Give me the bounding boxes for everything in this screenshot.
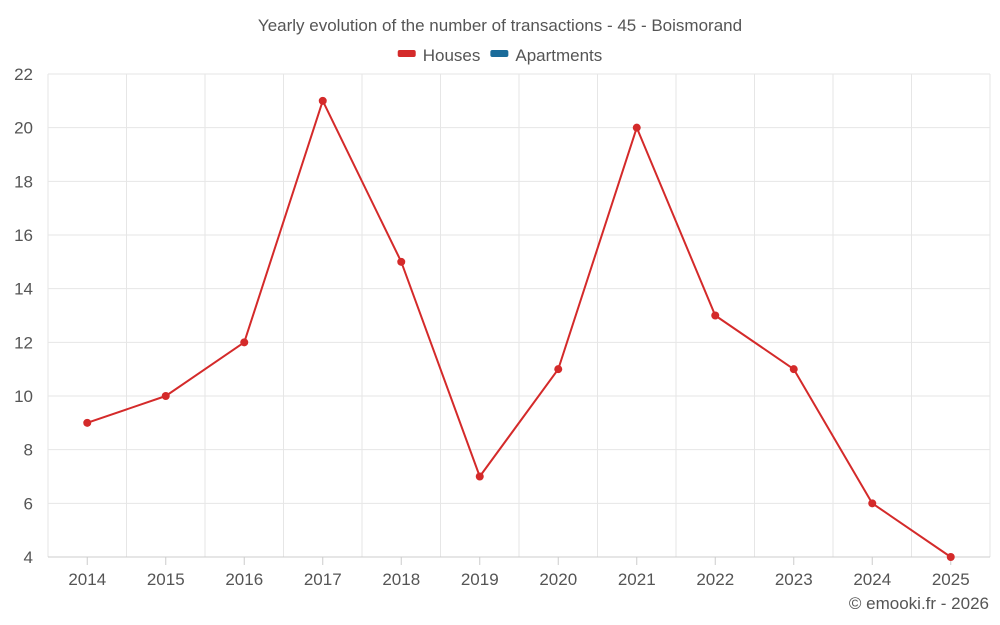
legend-item-apartments[interactable]: Apartments — [490, 46, 602, 65]
x-axis: 2014 2015 2016 2017 2018 2019 2020 2021 2022 2023… — [48, 556, 990, 589]
data-point[interactable] — [554, 365, 563, 374]
x-tick-label: 2021 — [618, 570, 656, 589]
x-tick-label: 2014 — [68, 570, 106, 589]
y-tick-label: 8 — [24, 441, 33, 460]
data-point[interactable] — [83, 418, 92, 427]
y-tick-label: 20 — [14, 119, 33, 138]
data-point[interactable] — [711, 311, 720, 320]
x-tick-label: 2016 — [225, 570, 263, 589]
legend-label: Apartments — [515, 46, 602, 65]
x-tick-label: 2015 — [147, 570, 185, 589]
y-tick-label: 10 — [14, 387, 33, 406]
legend-swatch — [490, 50, 509, 57]
y-tick-label: 12 — [14, 333, 33, 352]
x-tick-label: 2019 — [461, 570, 499, 589]
y-tick-label: 14 — [14, 280, 33, 299]
chart-title: Yearly evolution of the number of transa… — [258, 16, 742, 35]
data-point[interactable] — [318, 96, 327, 105]
data-point[interactable] — [789, 365, 798, 374]
series-points — [83, 96, 955, 561]
y-tick-label: 4 — [24, 548, 33, 567]
data-point[interactable] — [475, 472, 484, 481]
x-tick-label: 2020 — [539, 570, 577, 589]
x-tick-label: 2018 — [382, 570, 420, 589]
x-tick-label: 2022 — [696, 570, 734, 589]
data-point[interactable] — [240, 338, 249, 347]
y-tick-label: 18 — [14, 172, 33, 191]
x-tick-label: 2023 — [775, 570, 813, 589]
data-point[interactable] — [397, 257, 406, 266]
data-point[interactable] — [946, 553, 955, 561]
series-lines — [86, 99, 952, 558]
legend[interactable]: Houses Apartments — [397, 46, 603, 65]
data-point[interactable] — [161, 392, 170, 400]
x-tick-label: 2024 — [853, 570, 891, 589]
series-line-houses — [86, 99, 952, 558]
credit-text: © emooki.fr - 2026 — [849, 594, 989, 613]
y-tick-label: 22 — [14, 65, 33, 84]
vertical-gridlines — [47, 74, 991, 557]
data-point[interactable] — [868, 499, 877, 508]
y-tick-label: 6 — [24, 494, 33, 513]
data-point[interactable] — [632, 123, 641, 132]
x-tick-label: 2025 — [932, 570, 970, 589]
legend-label: Houses — [423, 46, 481, 65]
legend-swatch — [397, 50, 416, 57]
x-tick-label: 2017 — [304, 570, 342, 589]
legend-item-houses[interactable]: Houses — [397, 46, 481, 65]
y-axis: 4 6 8 10 12 14 16 18 20 22 — [14, 65, 33, 567]
y-tick-label: 16 — [14, 226, 33, 245]
horizontal-gridlines — [48, 73, 990, 504]
